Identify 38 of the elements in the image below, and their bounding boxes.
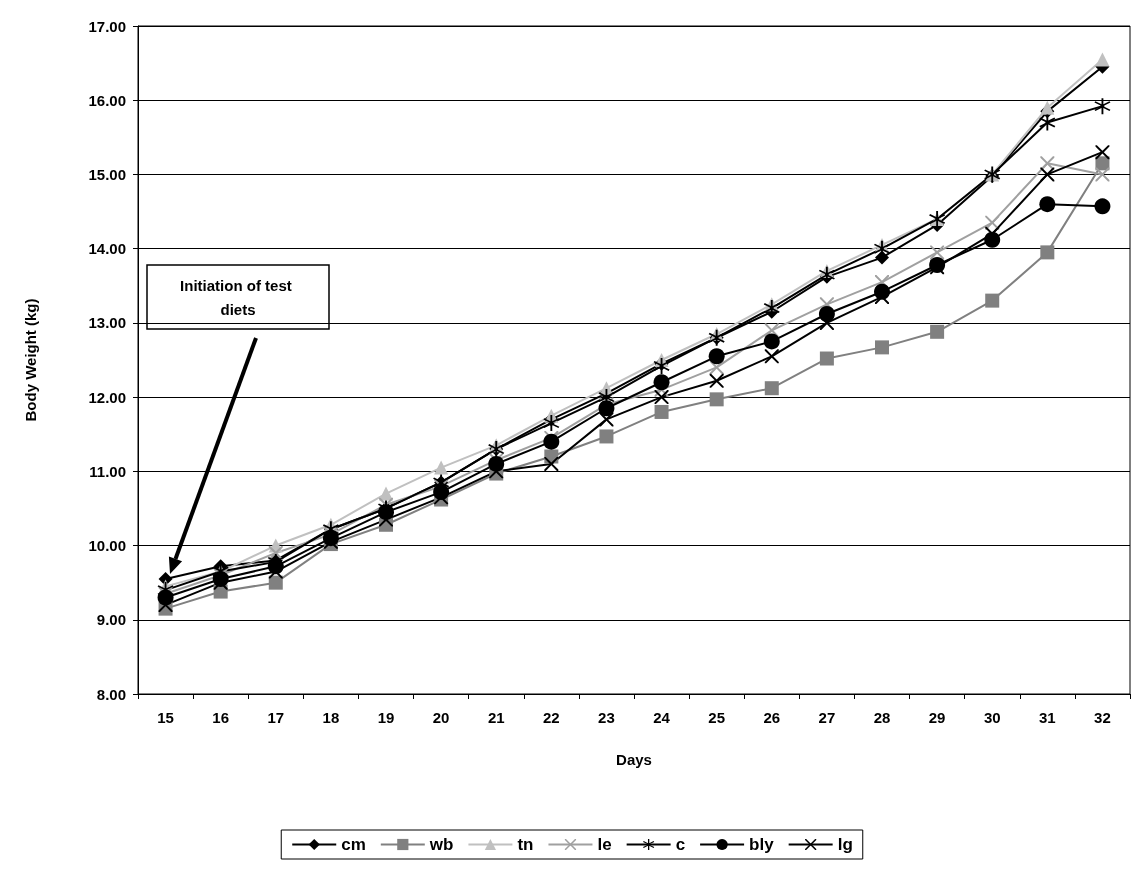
- y-tick-label: 9.00: [96, 611, 126, 629]
- x-tick-label: 18: [322, 709, 340, 726]
- x-axis-title: Days: [616, 751, 652, 768]
- x-tick-label: 21: [487, 709, 505, 726]
- y-tick-label: 15.00: [88, 165, 126, 183]
- legend-label: bly: [749, 835, 775, 854]
- y-tick-label: 14.00: [88, 240, 126, 258]
- y-tick-label: 17.00: [88, 17, 126, 35]
- x-tick-label: 17: [267, 709, 285, 726]
- y-tick-label: 16.00: [88, 91, 126, 109]
- x-tick-label: 32: [1094, 709, 1111, 726]
- x-tick-label: 16: [212, 709, 230, 726]
- x-tick-label: 26: [763, 709, 781, 726]
- x-tick-label: 27: [818, 709, 836, 726]
- legend-label: cm: [341, 835, 366, 854]
- y-tick-label: 13.00: [88, 314, 126, 332]
- x-tick-label: 24: [653, 709, 671, 726]
- annotation: Initiation of test diets: [180, 276, 296, 318]
- x-tick-label: 22: [542, 709, 560, 726]
- x-tick-label: 31: [1038, 709, 1056, 726]
- y-tick-label: 12.00: [88, 388, 126, 406]
- y-axis-title: Body Weight (kg): [22, 298, 39, 422]
- x-tick-label: 30: [983, 709, 1001, 726]
- x-tick-label: 15: [157, 709, 174, 726]
- y-tick-label: 11.00: [89, 462, 126, 480]
- legend-label: c: [675, 835, 686, 854]
- x-tick-label: 23: [598, 709, 615, 726]
- y-tick-label: 10.00: [88, 537, 126, 555]
- legend-label: tn: [517, 835, 534, 854]
- x-tick-label: 20: [432, 709, 450, 726]
- x-tick-label: 28: [873, 709, 891, 726]
- legend-label: le: [597, 835, 612, 854]
- x-tick-label: 25: [708, 709, 726, 726]
- x-tick-label: 19: [377, 709, 395, 726]
- legend-label: wb: [428, 835, 454, 854]
- legend-label: lg: [837, 835, 853, 854]
- y-tick-label: 8.00: [96, 685, 126, 703]
- x-tick-label: 29: [928, 709, 946, 726]
